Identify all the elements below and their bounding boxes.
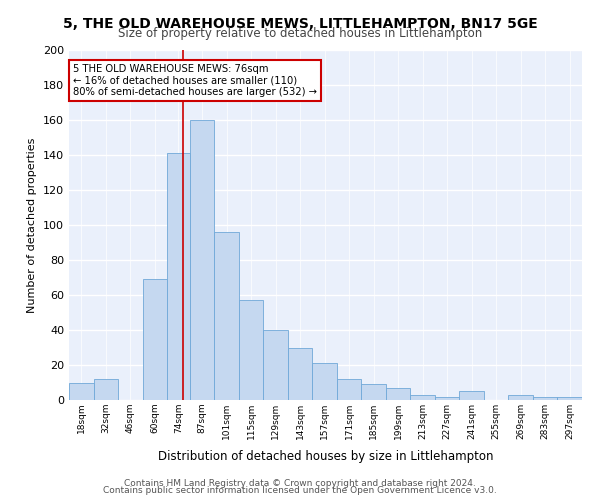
Text: Contains public sector information licensed under the Open Government Licence v3: Contains public sector information licen… [103,486,497,495]
Bar [214,232,239,400]
Bar [337,379,361,400]
Bar [533,396,557,400]
Bar [435,396,460,400]
Bar [239,300,263,400]
Bar [263,330,288,400]
Text: 5 THE OLD WAREHOUSE MEWS: 76sqm
← 16% of detached houses are smaller (110)
80% o: 5 THE OLD WAREHOUSE MEWS: 76sqm ← 16% of… [73,64,317,97]
Bar [69,382,94,400]
Text: 5, THE OLD WAREHOUSE MEWS, LITTLEHAMPTON, BN17 5GE: 5, THE OLD WAREHOUSE MEWS, LITTLEHAMPTON… [62,18,538,32]
Bar [313,363,337,400]
Bar [167,153,190,400]
Bar [557,396,582,400]
Bar [386,388,410,400]
Text: Contains HM Land Registry data © Crown copyright and database right 2024.: Contains HM Land Registry data © Crown c… [124,478,476,488]
Bar [361,384,386,400]
Text: Size of property relative to detached houses in Littlehampton: Size of property relative to detached ho… [118,28,482,40]
Bar [190,120,214,400]
Y-axis label: Number of detached properties: Number of detached properties [28,138,37,312]
Bar [508,395,533,400]
Bar [143,279,167,400]
Bar [410,395,435,400]
X-axis label: Distribution of detached houses by size in Littlehampton: Distribution of detached houses by size … [158,450,493,464]
Bar [288,348,313,400]
Bar [460,391,484,400]
Bar [94,379,118,400]
